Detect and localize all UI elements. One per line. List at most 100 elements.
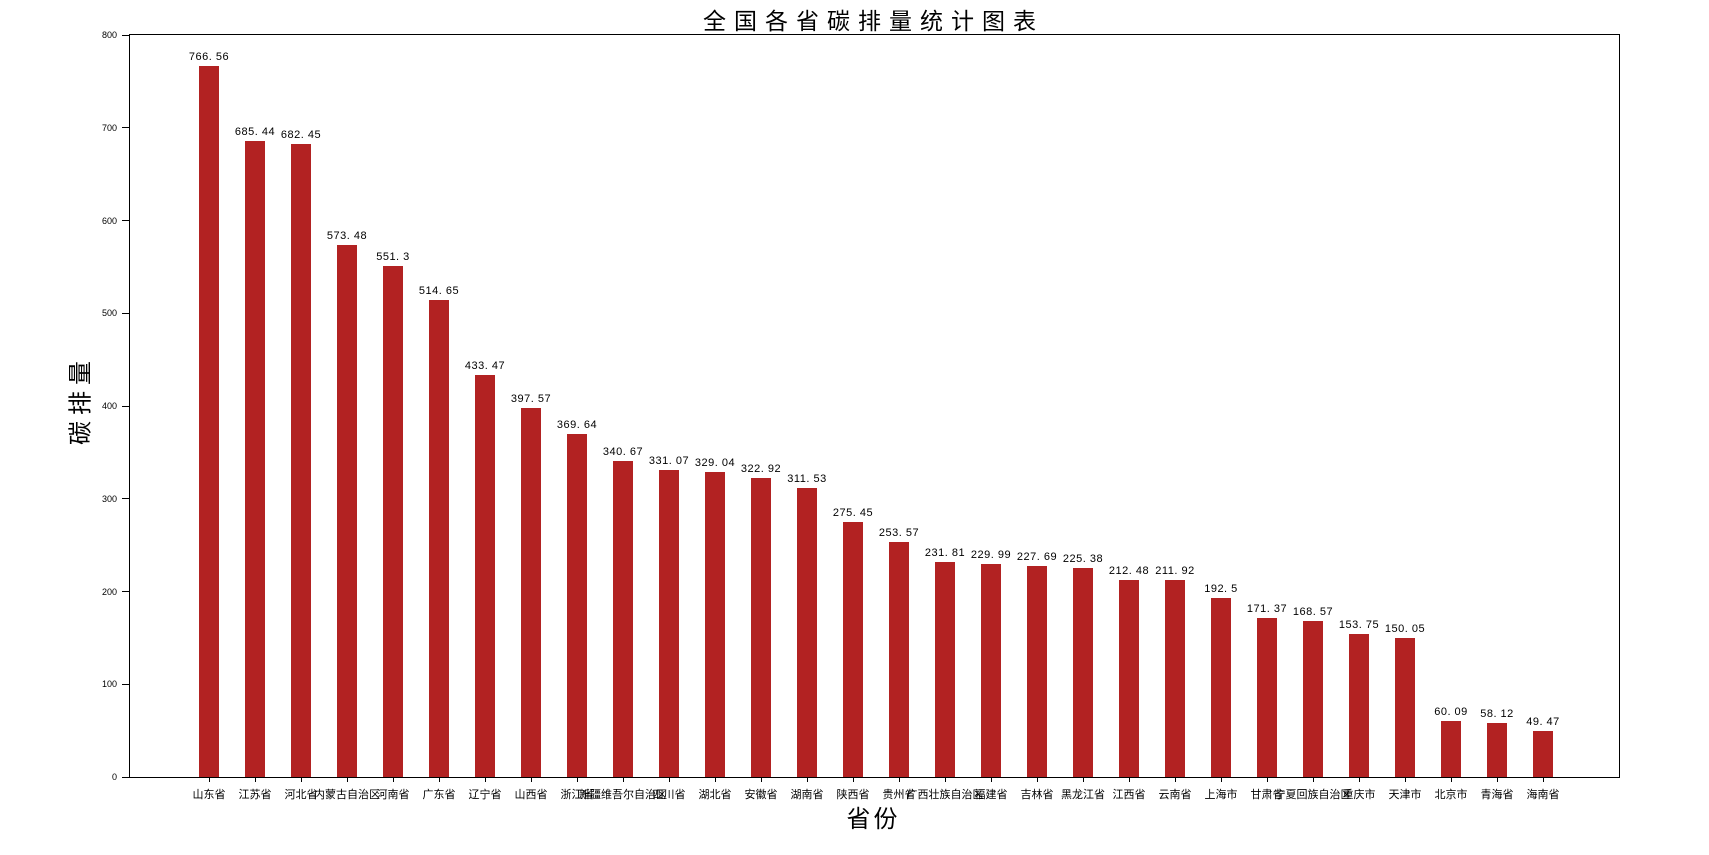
- x-tick: [991, 777, 992, 782]
- x-tick-label: 吉林省: [1020, 789, 1054, 801]
- bar: [1303, 620, 1323, 777]
- y-tick-label: 400: [101, 401, 117, 411]
- x-tick: [715, 777, 716, 782]
- x-tick: [301, 777, 302, 782]
- bar-value-label: 766. 56: [188, 51, 230, 64]
- x-tick: [1405, 777, 1406, 782]
- x-axis-title: 省份: [846, 806, 901, 833]
- y-tick: [122, 405, 129, 407]
- x-tick-label: 贵州省: [882, 789, 916, 801]
- bar: [843, 521, 863, 777]
- bar: [291, 144, 311, 777]
- bar: [797, 488, 817, 777]
- y-tick: [122, 776, 129, 778]
- bar-value-label: 329. 04: [694, 456, 736, 469]
- x-tick-label: 宁夏回族自治区: [1274, 789, 1352, 801]
- bar: [1073, 567, 1093, 777]
- y-tick: [122, 591, 129, 592]
- y-tick-label: 500: [101, 308, 117, 319]
- bar-value-label: 225. 38: [1062, 552, 1104, 565]
- bar-value-label: 58. 12: [1480, 708, 1514, 721]
- x-tick: [1359, 777, 1360, 782]
- bar: [1395, 637, 1415, 777]
- y-tick: [122, 683, 129, 685]
- bar: [245, 141, 265, 777]
- bar: [1349, 634, 1369, 777]
- x-tick-label: 安徽省: [744, 789, 778, 801]
- x-tick-label: 山东省: [192, 789, 226, 801]
- x-tick: [1129, 777, 1130, 782]
- bar: [705, 471, 725, 777]
- x-tick-label: 湖北省: [698, 789, 732, 801]
- bar: [659, 469, 679, 777]
- bar: [383, 265, 403, 777]
- x-tick-label: 四川省: [652, 789, 686, 801]
- x-tick: [899, 777, 900, 782]
- y-axis-title: 碳排量: [67, 355, 95, 445]
- bar: [199, 66, 219, 777]
- y-tick: [122, 498, 129, 500]
- x-tick: [1313, 777, 1314, 782]
- x-tick: [853, 777, 854, 782]
- chart-title: 全国各省碳排量统计图表: [703, 8, 1044, 34]
- bar-value-label: 682. 45: [280, 129, 322, 142]
- bar: [613, 461, 633, 777]
- bar-value-label: 275. 45: [832, 506, 874, 519]
- bar: [1211, 598, 1231, 777]
- x-tick: [1497, 777, 1498, 782]
- x-tick-label: 海南省: [1526, 789, 1560, 801]
- x-tick-label: 福建省: [974, 789, 1008, 801]
- x-tick-label: 陕西省: [836, 789, 870, 801]
- y-tick-label: 100: [101, 679, 117, 690]
- bar: [475, 374, 495, 777]
- x-tick: [1267, 777, 1268, 782]
- bar-value-label: 60. 09: [1434, 706, 1468, 719]
- bar: [1487, 723, 1507, 777]
- bar-value-label: 311. 53: [787, 473, 827, 486]
- x-tick-label: 河北省: [284, 789, 318, 801]
- x-tick: [945, 777, 946, 782]
- x-tick-label: 山西省: [514, 789, 548, 801]
- bar: [1533, 731, 1553, 777]
- bar-value-label: 331. 07: [648, 454, 690, 467]
- bar-value-label: 685. 44: [234, 126, 276, 139]
- x-tick: [209, 777, 210, 782]
- bar: [521, 408, 541, 777]
- y-tick-label: 700: [101, 122, 117, 133]
- x-tick: [623, 777, 624, 782]
- bar-value-label: 150. 05: [1384, 622, 1426, 635]
- bar: [1441, 721, 1461, 777]
- bar-value-label: 253. 57: [878, 526, 920, 539]
- x-tick: [669, 777, 670, 782]
- x-tick-label: 北京市: [1434, 789, 1468, 801]
- bar-value-label: 551. 3: [376, 250, 410, 263]
- x-tick-label: 广西壮族自治区: [906, 789, 984, 801]
- x-tick: [1451, 777, 1452, 782]
- y-tick: [122, 127, 129, 129]
- x-tick-label: 河南省: [376, 789, 410, 801]
- x-tick-label: 新疆维吾尔自治区: [579, 789, 667, 801]
- bar-value-label: 369. 64: [556, 419, 598, 432]
- bar-value-label: 153. 75: [1338, 619, 1380, 632]
- x-tick: [1175, 777, 1176, 782]
- y-tick: [122, 312, 129, 314]
- x-tick-label: 浙江省: [560, 789, 594, 801]
- x-tick-label: 云南省: [1158, 789, 1192, 801]
- bar: [337, 245, 357, 777]
- bar-value-label: 433. 47: [464, 359, 506, 372]
- y-tick-label: 600: [101, 215, 117, 226]
- bar-value-label: 397. 57: [510, 393, 552, 406]
- x-tick: [761, 777, 762, 782]
- x-tick-label: 黑龙江省: [1061, 789, 1105, 801]
- x-tick: [807, 777, 808, 782]
- x-tick-label: 广东省: [422, 789, 456, 801]
- x-tick-label: 上海市: [1204, 789, 1238, 801]
- y-tick-label: 200: [101, 586, 117, 597]
- x-tick-label: 青海省: [1480, 789, 1514, 801]
- bar-value-label: 573. 48: [326, 230, 368, 243]
- x-tick: [439, 777, 440, 782]
- x-tick: [531, 777, 532, 782]
- bar-value-label: 171. 37: [1246, 603, 1288, 616]
- bar-value-label: 229. 99: [970, 548, 1012, 561]
- bar: [889, 541, 909, 777]
